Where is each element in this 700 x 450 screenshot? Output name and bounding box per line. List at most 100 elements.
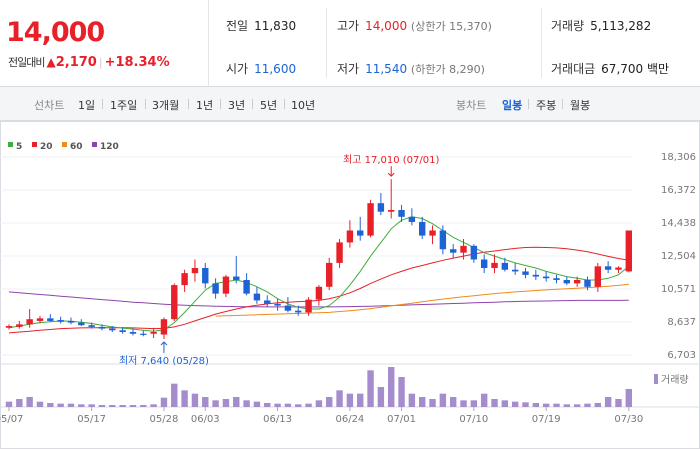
volume-bar — [398, 377, 405, 407]
period-3y-button[interactable]: 3년 — [228, 99, 246, 112]
open-value: 11,600 — [254, 62, 297, 76]
volume-legend-label: 거래량 — [661, 374, 689, 386]
candle-body — [264, 300, 271, 304]
legend-label: 20 — [40, 142, 53, 152]
candle-chart-label: 봉차트 — [456, 99, 487, 112]
low-arrow-icon — [160, 341, 168, 354]
price-chart: 18,306 16,372 14,438 12,504 10,571 8,637 6,703… — [0, 121, 700, 449]
change-percent: +18.34% — [104, 55, 170, 70]
legend-swatch — [32, 142, 37, 147]
volume-bar — [604, 397, 612, 407]
divider — [102, 99, 103, 109]
period-3m-button[interactable]: 3개월 — [152, 99, 180, 112]
volume-bar — [367, 370, 374, 407]
candle-body — [532, 274, 540, 277]
candle-body — [594, 266, 602, 287]
candle-body — [584, 279, 591, 287]
volume-bar — [491, 399, 498, 407]
candle-body — [573, 279, 581, 284]
legend-swatch — [8, 142, 13, 147]
period-10y-button[interactable]: 10년 — [291, 99, 316, 112]
candle-body — [357, 230, 364, 236]
volume-bar — [253, 401, 261, 407]
period-1d-button[interactable]: 1일 — [78, 99, 96, 112]
open-label: 시가 — [226, 62, 249, 76]
candle-body — [284, 305, 292, 311]
volume-bar — [26, 397, 33, 407]
candle-body — [377, 203, 385, 212]
candle-body — [181, 273, 188, 286]
candle-body — [47, 318, 54, 321]
candle-body — [491, 262, 498, 269]
period-1w-button[interactable]: 1주일 — [110, 99, 138, 112]
divider — [326, 8, 327, 78]
candle-body — [418, 221, 426, 236]
candle-body — [171, 285, 178, 320]
volume-bar — [573, 404, 581, 407]
volume-bar — [119, 405, 126, 407]
candle-body — [253, 293, 261, 301]
y-tick-label: 16,372 — [661, 185, 696, 196]
legend-label: 60 — [70, 142, 83, 152]
volume-bar — [233, 397, 240, 407]
volume-bar — [88, 404, 95, 407]
volume-bar — [553, 403, 560, 407]
volume-bar — [480, 393, 488, 407]
volume-bar — [388, 367, 395, 407]
volume-bar — [625, 389, 633, 407]
candle-body — [233, 276, 240, 280]
candle-monthly-button[interactable]: 월봉 — [570, 99, 591, 112]
candle-body — [398, 210, 405, 217]
candle-body — [460, 245, 467, 253]
x-tick-label: 05/07 — [0, 414, 23, 425]
candle-body — [222, 276, 230, 294]
legend-swatch — [92, 142, 97, 147]
candle-body — [191, 268, 199, 274]
high-arrow-icon — [387, 166, 395, 177]
volume-bar — [615, 399, 622, 407]
volume-bar — [274, 403, 281, 407]
candle-body — [511, 269, 519, 272]
divider — [220, 99, 221, 109]
volume-bar — [5, 401, 13, 407]
volume-bar — [243, 400, 250, 407]
x-tick-label: 07/19 — [532, 414, 561, 425]
candle-body — [429, 230, 436, 236]
x-tick-label: 06/24 — [335, 414, 364, 425]
volume-bar — [98, 405, 106, 407]
volume-bar — [212, 400, 219, 407]
candle-body — [553, 278, 560, 280]
upper-limit-label: 상한가 — [415, 20, 446, 33]
legend-swatch — [62, 142, 67, 147]
candle-body — [439, 230, 447, 250]
period-1y-button[interactable]: 1년 — [196, 99, 214, 112]
volume-bar — [563, 404, 571, 407]
candle-body — [150, 332, 157, 334]
volume-bar — [78, 404, 85, 407]
change-amount: 2,170 — [55, 55, 97, 70]
volume-bar — [460, 400, 467, 407]
current-price: 14,000 — [6, 17, 105, 48]
candle-daily-button[interactable]: 일봉 — [502, 99, 523, 112]
low-label: 저가 — [337, 62, 360, 76]
x-tick-label: 05/28 — [150, 414, 179, 425]
x-tick-label: 07/10 — [459, 414, 488, 425]
volume-label: 거래량 — [551, 19, 585, 33]
candle-weekly-button[interactable]: 주봉 — [536, 99, 557, 112]
candle-body — [160, 319, 168, 335]
change-separator: | — [98, 56, 103, 69]
divider — [145, 99, 146, 109]
volume-bar — [129, 405, 137, 407]
candle-body — [78, 322, 85, 326]
candle-body — [129, 332, 137, 334]
x-tick-label: 06/03 — [191, 414, 220, 425]
trade-value-value: 67,700 — [601, 62, 644, 76]
candle-body — [274, 303, 281, 306]
period-5y-button[interactable]: 5년 — [260, 99, 278, 112]
volume-bar — [36, 401, 44, 407]
volume-bar — [222, 399, 230, 407]
divider — [252, 99, 253, 109]
volume-value: 5,113,282 — [590, 19, 652, 33]
candle-body — [243, 279, 250, 294]
candle-body — [202, 268, 209, 284]
